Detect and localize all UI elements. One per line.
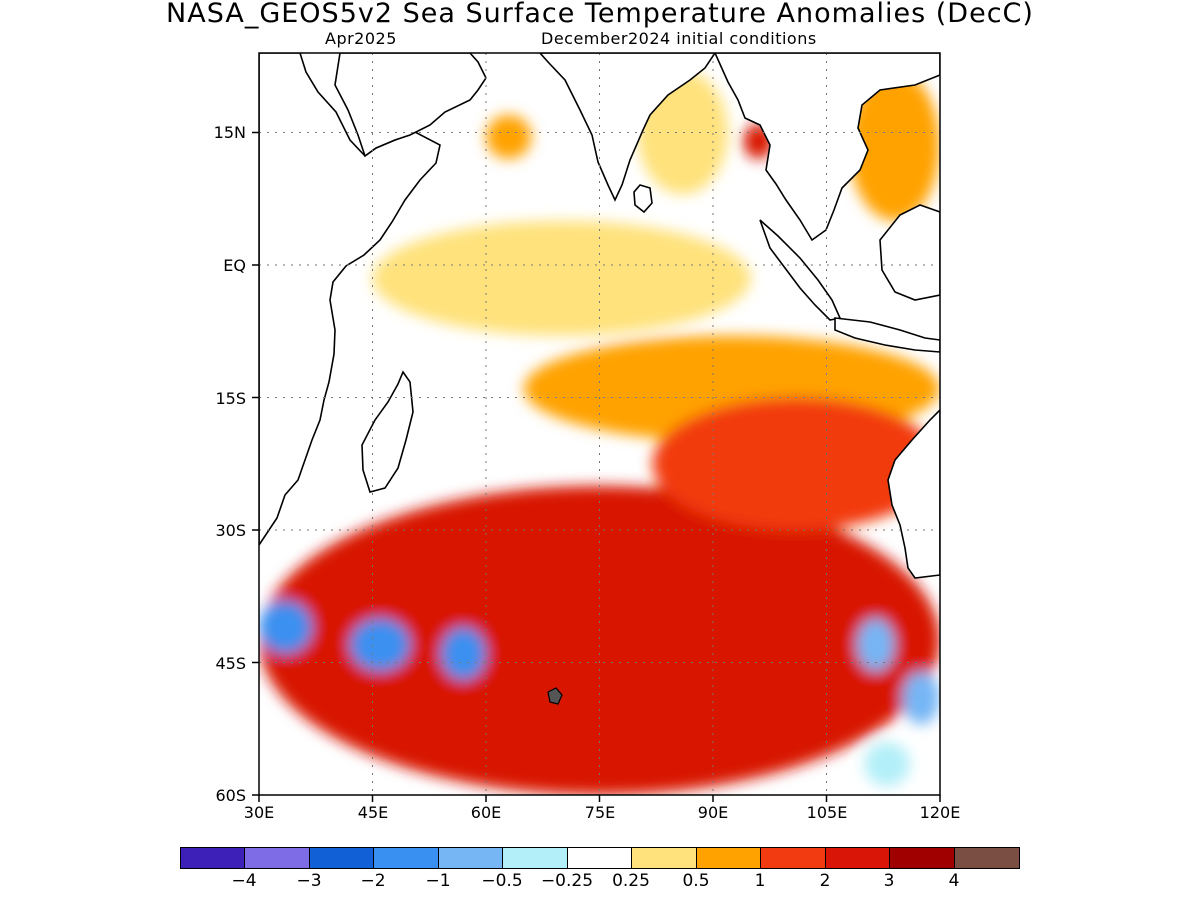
lat-label-45s: 45S (215, 654, 246, 673)
colorbar-swatch-9 (696, 847, 761, 869)
lon-label-45e: 45E (357, 803, 389, 822)
colorbar-swatch-13 (954, 847, 1020, 869)
colorbar-label-5: −0.5 (481, 871, 523, 891)
anomaly-shading (259, 70, 940, 795)
anomaly-field (259, 53, 940, 795)
colorbar-label-7: 0.25 (612, 871, 650, 891)
colorbar-label-1: −4 (231, 871, 257, 891)
colorbar-label-12: 4 (948, 871, 960, 891)
lat-label-eq: EQ (223, 256, 246, 275)
colorbar-swatch-5 (438, 847, 503, 869)
colorbar-swatch-10 (760, 847, 826, 869)
anomaly-region-7 (349, 618, 411, 672)
anomaly-region-8 (259, 600, 312, 654)
axis-ticks (252, 131, 941, 802)
colorbar-swatch-11 (825, 847, 890, 869)
land-kerguelen (547, 687, 563, 705)
lon-label-60e: 60E (470, 803, 502, 822)
anomaly-region-5 (849, 70, 940, 221)
valid-month-label: Apr2025 (325, 29, 397, 48)
anomaly-region-10 (486, 114, 532, 159)
lat-label-60s: 60S (215, 786, 246, 805)
colorbar-swatch-3 (309, 847, 374, 869)
lon-label-105e: 105E (806, 803, 848, 822)
anomaly-region-9 (440, 627, 486, 681)
lon-label-120e: 120E (919, 803, 961, 822)
map-title: NASA_GEOS5v2 Sea Surface Temperature Ano… (166, 0, 1034, 29)
colorbar-label-6: −0.25 (540, 871, 594, 891)
land-sri-lanka (633, 184, 653, 214)
anomaly-region-1 (259, 485, 940, 795)
colorbar-label-2: −3 (296, 871, 322, 891)
init-conditions-label: December2024 initial conditions (541, 29, 817, 48)
colorbar-swatch-2 (244, 847, 310, 869)
land-madagascar (361, 370, 414, 493)
lon-label-75e: 75E (584, 803, 616, 822)
lat-label-30s: 30S (215, 521, 246, 540)
colorbar-swatch-8 (631, 847, 697, 869)
anomaly-region-11 (856, 618, 895, 672)
colorbar-label-8: 0.5 (682, 871, 710, 891)
anomaly-region-3 (372, 220, 751, 336)
colorbar-label-9: 1 (754, 871, 766, 891)
colorbar-label-11: 3 (883, 871, 895, 891)
colorbar-swatch-1 (180, 847, 245, 869)
lon-label-30e: 30E (243, 803, 275, 822)
colorbar-label-10: 2 (819, 871, 831, 891)
colorbar-swatch-4 (373, 847, 439, 869)
land-java (834, 317, 940, 353)
colorbar-label-4: −1 (425, 871, 451, 891)
lat-label-15s: 15S (215, 389, 246, 408)
colorbar-swatch-6 (502, 847, 568, 869)
colorbar-swatch-12 (889, 847, 955, 869)
landmasses (259, 53, 940, 705)
land-africa (259, 53, 441, 547)
land-india (538, 53, 716, 202)
land-australia (887, 408, 940, 579)
colorbar-swatch-7 (567, 847, 632, 869)
land-borneo (879, 204, 940, 301)
lon-label-90e: 90E (697, 803, 729, 822)
anomaly-region-13 (864, 742, 910, 787)
anomaly-region-12 (902, 671, 940, 725)
lat-label-15n: 15N (213, 123, 246, 142)
colorbar-label-3: −2 (360, 871, 386, 891)
anomaly-region-4 (652, 397, 940, 530)
